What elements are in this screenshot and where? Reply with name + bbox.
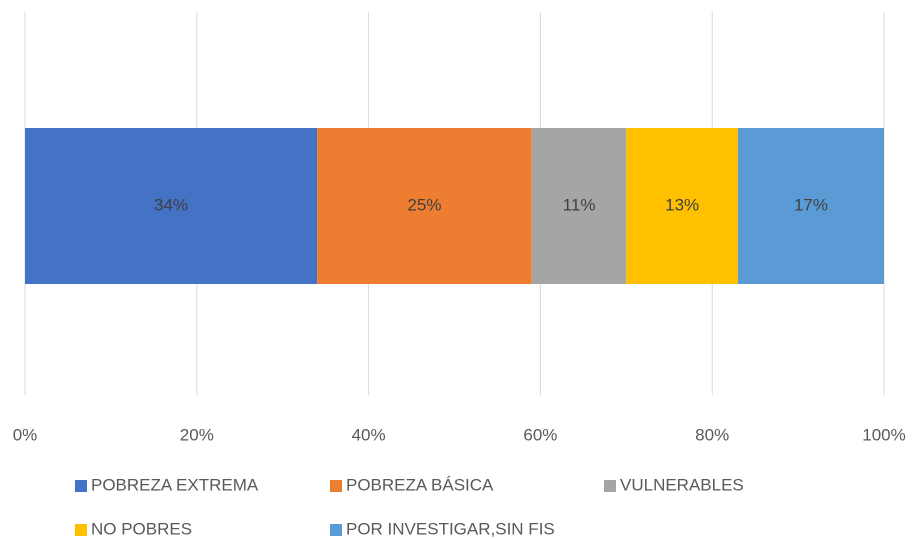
data-label: 25% [407, 195, 441, 214]
legend-label: POBREZA EXTREMA [91, 475, 259, 494]
legend-swatch [604, 480, 616, 492]
legend-label: NO POBRES [91, 519, 192, 538]
legend-swatch [75, 480, 87, 492]
bar-segment [737, 128, 884, 284]
bar-segment [626, 128, 738, 284]
data-label: 34% [154, 195, 188, 214]
legend-swatch [330, 524, 342, 536]
bar-segment [531, 128, 627, 284]
x-tick-label: 0% [13, 425, 38, 444]
x-tick-label: 100% [862, 425, 905, 444]
bar-segment [317, 128, 532, 284]
legend-label: POR INVESTIGAR,SIN FIS [346, 519, 555, 538]
data-label: 11% [563, 195, 596, 214]
x-tick-label: 80% [695, 425, 729, 444]
bar-segment [25, 128, 318, 284]
data-label: 17% [794, 195, 828, 214]
data-label: 13% [665, 195, 699, 214]
x-tick-label: 20% [180, 425, 214, 444]
legend-swatch [330, 480, 342, 492]
legend-label: POBREZA BÁSICA [346, 475, 494, 494]
x-tick-label: 60% [523, 425, 557, 444]
x-tick-label: 40% [352, 425, 386, 444]
legend-swatch [75, 524, 87, 536]
legend-label: VULNERABLES [620, 475, 744, 494]
